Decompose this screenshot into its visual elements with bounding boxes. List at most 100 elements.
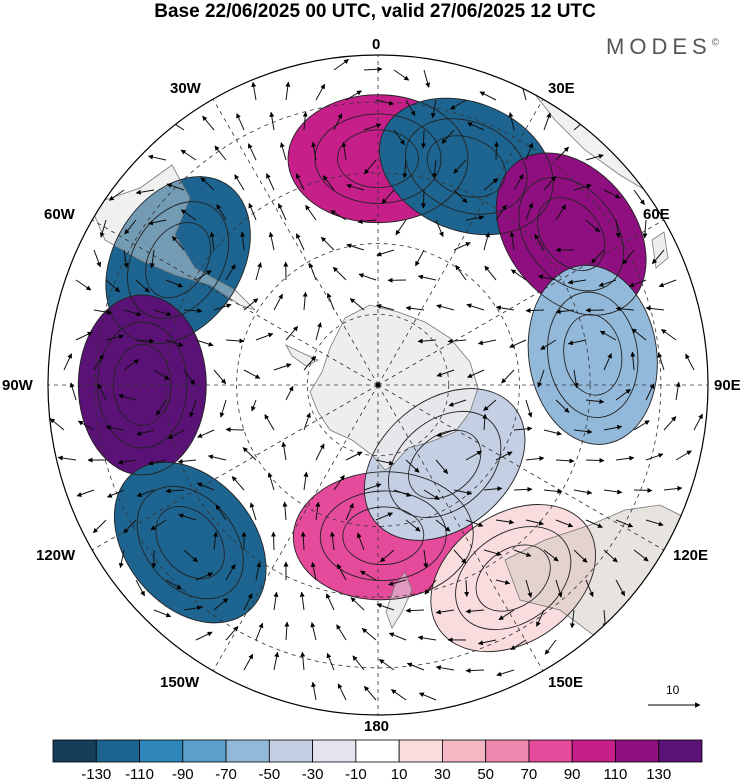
lon-label-30w: 30W: [170, 80, 201, 97]
wind-vector: [271, 531, 277, 551]
wind-vector: [658, 279, 677, 288]
wind-vector: [435, 665, 455, 671]
wind-vector: [405, 608, 425, 614]
wind-vector: [75, 331, 93, 341]
wind-vector: [393, 69, 410, 81]
wind-vector: [166, 183, 185, 191]
colorbar-tick-label: -110: [125, 766, 154, 783]
wind-vector: [525, 399, 533, 418]
wind-vector: [495, 305, 515, 311]
brand-text: MODES: [606, 34, 712, 59]
wind-vector: [423, 489, 440, 500]
latitude-circle: [236, 243, 520, 527]
wind-vector: [498, 609, 515, 621]
wind-vector: [388, 579, 407, 586]
wind-vector: [544, 639, 557, 655]
wind-vector: [585, 399, 605, 404]
wind-vector: [510, 639, 527, 651]
colorbar-tick-label: 70: [520, 766, 538, 783]
wind-vector: [197, 429, 215, 438]
wind-vector: [555, 579, 563, 598]
wind-vector: [585, 579, 594, 598]
wind-vector: [99, 219, 107, 238]
colorbar-tick-label: 30: [434, 766, 451, 783]
wind-vector: [615, 219, 621, 239]
wind-vector: [267, 472, 275, 491]
wind-vector: [543, 175, 557, 191]
wind-vector: [341, 141, 347, 161]
wind-vector: [255, 561, 262, 581]
wind-vector: [63, 353, 72, 371]
lon-label-90w: 90W: [2, 377, 33, 394]
wind-vector: [657, 352, 665, 371]
wind-vector: [573, 429, 593, 435]
reference-vector-value: 10: [666, 683, 680, 697]
wind-vector: [573, 489, 593, 495]
wind-vector: [585, 219, 600, 233]
wind-vector: [455, 264, 467, 281]
wind-vector: [279, 142, 287, 161]
wind-vector: [603, 489, 623, 495]
wind-vector: [465, 450, 483, 461]
wind-vector: [105, 425, 125, 431]
wind-vector: [628, 279, 647, 288]
wind-vector: [165, 339, 184, 347]
wind-vector: [202, 115, 215, 131]
wind-vector: [417, 635, 437, 641]
wind-vector: [543, 429, 562, 436]
lon-label-120e: 120E: [673, 547, 709, 564]
wind-vector: [358, 273, 377, 281]
wind-vector: [247, 143, 257, 161]
wind-vector: [302, 111, 308, 131]
wind-vector: [310, 622, 317, 641]
wind-vector: [214, 145, 227, 161]
wind-vector: [376, 304, 395, 311]
wind-vector: [453, 242, 471, 251]
wind-vector: [645, 305, 665, 311]
colorbar-tick-label: -50: [258, 766, 281, 783]
wind-vector: [285, 325, 299, 341]
wind-vector: [467, 369, 485, 378]
wind-vector: [453, 189, 468, 203]
lon-label-180: 180: [364, 718, 390, 735]
wind-vector: [216, 204, 227, 221]
wind-vector: [105, 279, 121, 293]
wind-vector: [311, 681, 317, 701]
wind-vector: [155, 399, 167, 416]
wind-vector: [345, 503, 354, 521]
lon-label-60e: 60E: [643, 206, 670, 223]
wind-vector: [482, 413, 488, 431]
wind-vector: [76, 489, 95, 497]
wind-vector: [420, 129, 426, 149]
wind-vector: [675, 381, 681, 401]
wind-vector: [483, 549, 502, 557]
wind-vector: [255, 622, 264, 641]
wind-vector: [675, 450, 692, 461]
wind-vector: [479, 91, 497, 101]
lon-label-150e: 150E: [548, 674, 584, 691]
wind-vector: [418, 692, 437, 701]
colorbar-tick-label: -10: [345, 766, 367, 783]
contour-line: [97, 321, 188, 449]
wind-vector: [477, 339, 497, 346]
wind-vector: [165, 579, 183, 590]
wind-vector: [315, 443, 325, 461]
wind-vector: [448, 399, 467, 407]
wind-vector: [322, 175, 335, 191]
wind-vector: [284, 621, 290, 641]
wind-vector: [359, 570, 377, 581]
contour-line: [563, 314, 623, 396]
wind-vector: [285, 385, 294, 401]
wind-vector: [248, 202, 257, 221]
wind-vector: [525, 519, 545, 526]
contour-line: [547, 291, 639, 418]
wind-vector: [333, 113, 343, 131]
wind-vector: [467, 122, 485, 131]
wind-vector: [466, 303, 485, 311]
wind-vector: [363, 483, 382, 491]
wind-vector: [225, 626, 239, 641]
wind-vector: [540, 339, 557, 350]
contour-line: [292, 471, 474, 601]
wind-vector: [645, 519, 664, 527]
wind-vector: [69, 382, 77, 401]
